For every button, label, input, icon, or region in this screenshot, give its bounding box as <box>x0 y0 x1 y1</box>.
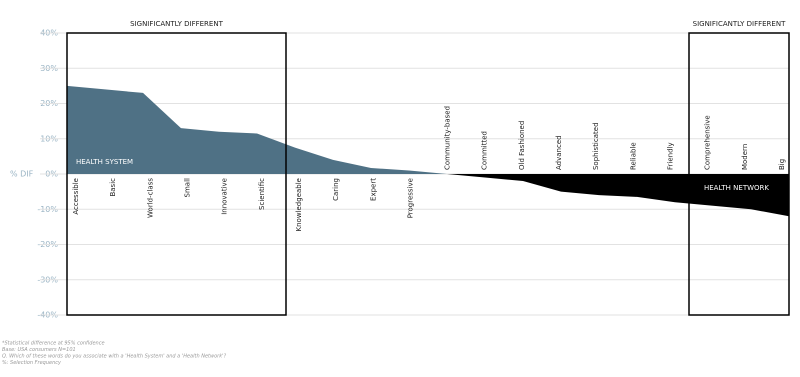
category-label: Modern <box>741 144 749 170</box>
category-label: Innovative <box>221 178 229 215</box>
category-label: Accessible <box>72 178 80 215</box>
category-label: Big <box>778 159 786 170</box>
category-label: Sophisticated <box>592 122 600 170</box>
category-label: Expert <box>369 178 377 201</box>
category-label: Knowledgeable <box>295 178 303 231</box>
y-axis-label: % DIF <box>10 170 34 179</box>
series-label: HEALTH NETWORK <box>704 184 769 192</box>
footnote: %: Selection Frequency <box>2 360 62 366</box>
area-negative <box>67 174 789 217</box>
footnote: *Statistical difference at 95% confidenc… <box>2 341 105 347</box>
area-positive <box>67 85 789 174</box>
category-label: Small <box>183 178 191 197</box>
category-label: Caring <box>332 178 340 201</box>
category-label: Community-based <box>444 106 452 170</box>
category-label: Reliable <box>629 142 637 170</box>
annotation: SIGNIFICANTLY DIFFERENT <box>693 20 786 28</box>
category-label: Basic <box>109 178 117 197</box>
highlight-box <box>688 32 790 316</box>
category-label: Advanced <box>555 135 563 170</box>
annotation: SIGNIFICANTLY DIFFERENT <box>130 20 223 28</box>
footnote: Q. Which of these words do you associate… <box>2 354 226 360</box>
highlight-box <box>66 32 287 316</box>
category-label: Old Fashioned <box>518 121 526 170</box>
category-label: Comprehensive <box>704 115 712 170</box>
footnote: Base: USA consumers N=101 <box>2 347 76 353</box>
category-label: Progressive <box>406 178 414 218</box>
category-label: Friendly <box>667 142 675 170</box>
category-label: Scientific <box>258 178 266 210</box>
series-label: HEALTH SYSTEM <box>76 158 133 166</box>
category-label: Committed <box>481 131 489 170</box>
category-label: World-class <box>146 178 154 218</box>
